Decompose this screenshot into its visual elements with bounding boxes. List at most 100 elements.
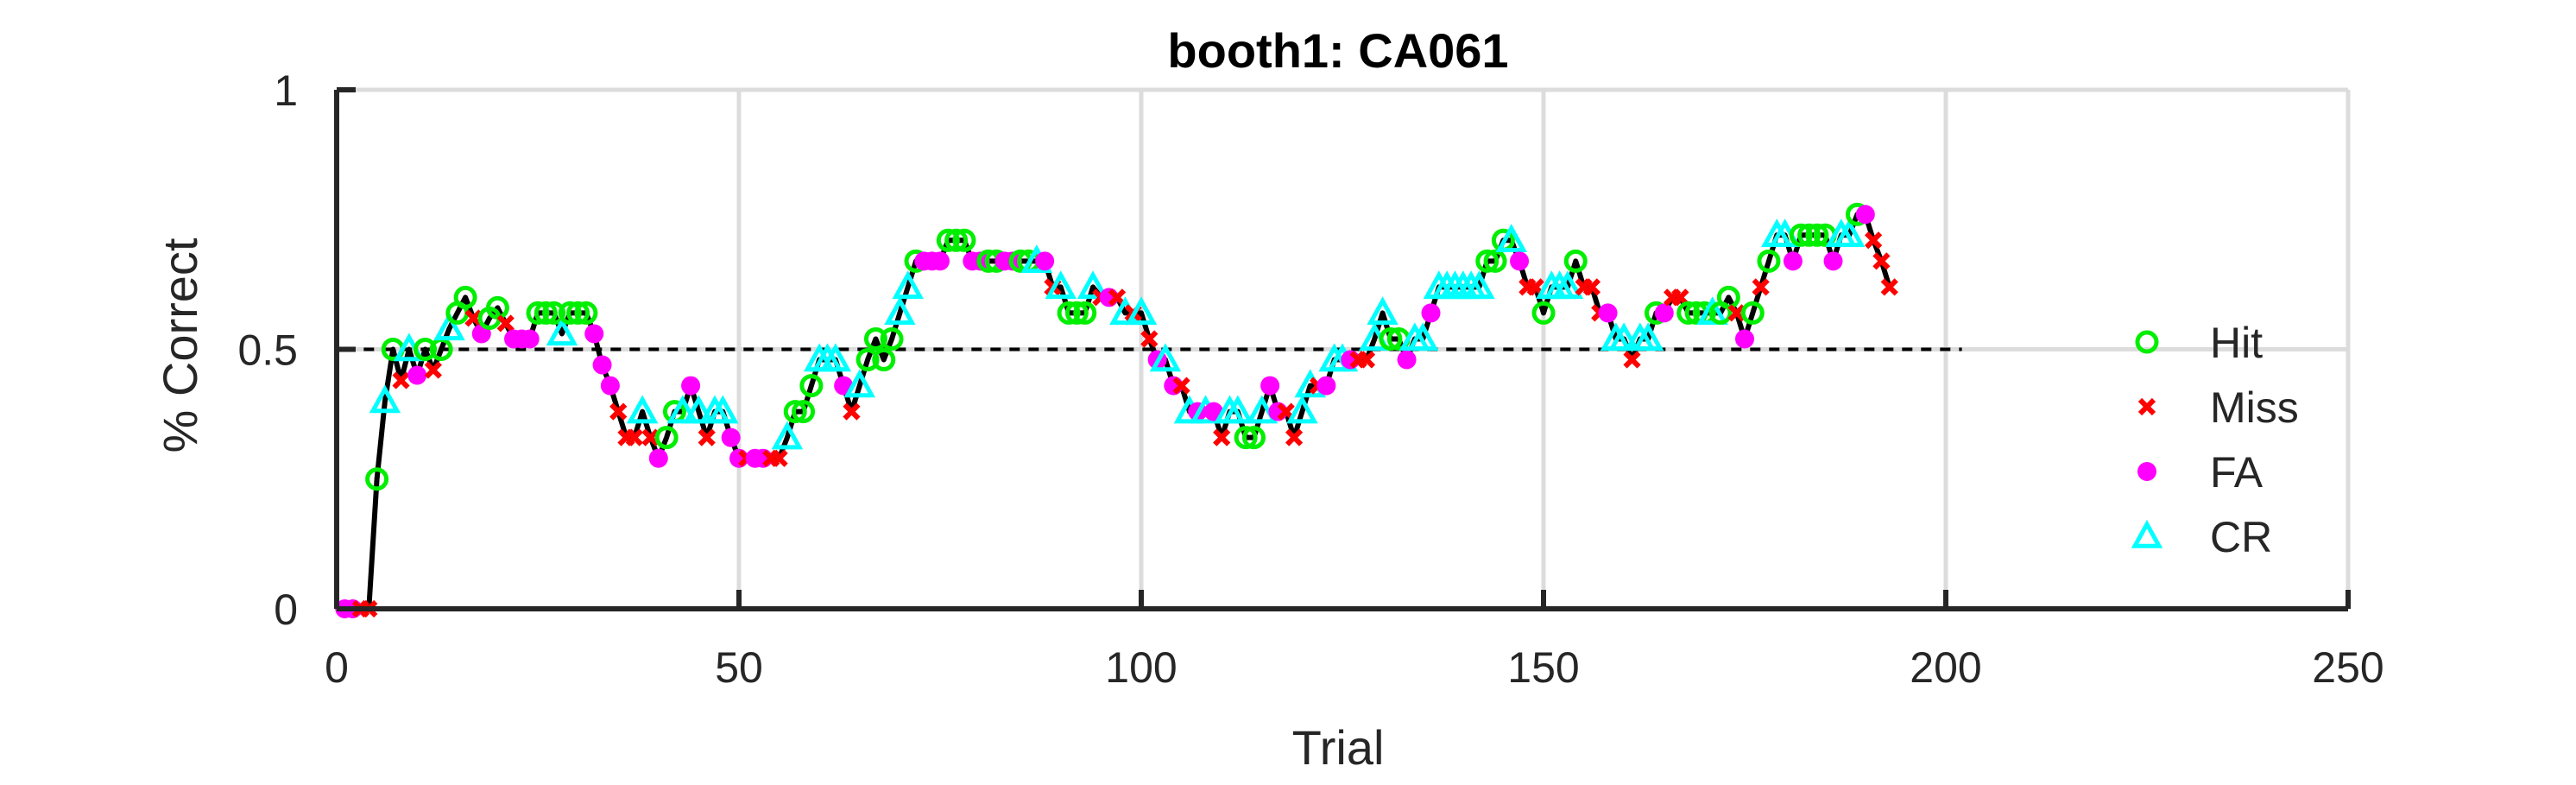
axes <box>334 87 2351 611</box>
marker-cr <box>1632 322 1664 351</box>
y-axis-label: % Correct <box>153 237 207 453</box>
marker-hit <box>1676 301 1701 325</box>
legend: Hit Miss FA CR <box>2131 319 2299 561</box>
tick-labels: 0 50 100 150 200 250 0 0.5 1 <box>237 66 2383 692</box>
marker-fa <box>648 448 668 468</box>
marker-cr <box>369 384 401 414</box>
marker-miss <box>1752 278 1770 296</box>
y-tick-label: 1 <box>274 66 298 115</box>
marker-fa <box>1397 350 1417 370</box>
marker-hit <box>1241 426 1266 450</box>
marker-hit <box>783 400 807 424</box>
marker-miss <box>1213 428 1231 446</box>
marker-hit <box>856 348 880 372</box>
legend-label: FA <box>2210 448 2263 497</box>
marker-miss <box>1172 377 1190 395</box>
marker-fa <box>592 355 612 375</box>
marker-hit <box>414 338 438 361</box>
marker-hit <box>872 348 896 372</box>
marker-hit <box>654 426 679 450</box>
y-tick-label: 0 <box>274 586 298 634</box>
x-tick-label: 50 <box>715 643 763 692</box>
marker-hit <box>1531 301 1556 325</box>
marker-hit <box>453 285 477 309</box>
marker-cr <box>683 395 715 424</box>
chart-title: booth1: CA061 <box>1167 23 1508 78</box>
marker-fa <box>407 365 427 385</box>
marker-fa <box>1783 251 1803 271</box>
marker-miss <box>609 402 628 421</box>
marker-miss <box>1582 278 1601 296</box>
marker-hit <box>936 228 960 252</box>
marker-miss <box>1872 252 1891 270</box>
marker-fa <box>1654 303 1674 323</box>
marker-hit <box>1740 301 1765 325</box>
marker-cr <box>1607 322 1640 351</box>
marker-cr <box>843 369 876 398</box>
marker-cr <box>1222 395 1254 424</box>
marker-cr <box>1045 270 1077 300</box>
marker-hit <box>880 326 904 351</box>
running-average-line <box>344 212 1892 611</box>
marker-cr <box>892 270 924 300</box>
marker-cr <box>1125 296 1158 326</box>
marker-miss <box>464 309 483 327</box>
marker-hit <box>542 301 566 325</box>
x-tick-label: 0 <box>325 643 349 692</box>
marker-miss <box>1108 288 1127 307</box>
marker-cr <box>884 296 916 326</box>
marker-fa <box>1823 251 1843 271</box>
marker-hit <box>566 301 590 325</box>
marker-miss <box>1880 278 1898 296</box>
marker-miss <box>641 428 660 446</box>
marker-fa <box>1598 303 1618 323</box>
marker-miss <box>496 314 515 332</box>
y-tick-label: 0.5 <box>237 326 298 375</box>
marker-hit <box>1789 223 1813 247</box>
x-tick-label: 100 <box>1105 643 1177 692</box>
marker-cr <box>1367 296 1398 326</box>
marker-hit <box>1379 326 1403 351</box>
marker-hit <box>952 228 976 252</box>
marker-hit <box>526 301 550 325</box>
marker-hit <box>799 374 824 398</box>
marker-cr <box>626 395 659 424</box>
marker-cr <box>1076 270 1109 300</box>
marker-hit <box>1064 301 1089 325</box>
marker-hit <box>574 301 598 325</box>
marker-cr <box>1286 395 1318 424</box>
legend-marker-miss <box>2137 397 2156 416</box>
marker-cr <box>666 395 699 424</box>
marker-miss <box>1623 351 1641 369</box>
legend-marker-hit <box>2135 330 2159 354</box>
x-tick-label: 150 <box>1507 643 1579 692</box>
marker-cr <box>819 343 852 372</box>
marker-fa <box>1735 329 1754 349</box>
marker-cr <box>707 395 739 424</box>
legend-marker-cr <box>2131 519 2163 548</box>
marker-fa <box>681 376 701 396</box>
marker-fa <box>1316 376 1336 396</box>
marker-hit <box>1057 301 1081 325</box>
marker-fa <box>600 376 620 396</box>
marker-miss <box>424 361 442 379</box>
marker-hit <box>1483 249 1507 273</box>
trial-markers <box>335 202 1898 618</box>
marker-cr <box>1463 270 1495 300</box>
marker-fa <box>1510 251 1530 271</box>
marker-fa <box>584 324 604 344</box>
legend-label: CR <box>2210 513 2272 561</box>
marker-hit <box>1475 249 1500 273</box>
marker-miss <box>698 428 716 446</box>
x-tick-label: 250 <box>2312 643 2383 692</box>
marker-miss <box>770 449 788 467</box>
marker-cr <box>1149 343 1182 372</box>
marker-hit <box>485 295 509 320</box>
running-average-line-group <box>344 212 1892 611</box>
marker-fa <box>520 329 540 349</box>
marker-cr <box>1696 296 1728 326</box>
marker-hit <box>534 301 558 325</box>
marker-miss <box>1864 231 1883 250</box>
marker-cr <box>771 421 804 450</box>
marker-hit <box>1716 285 1740 309</box>
